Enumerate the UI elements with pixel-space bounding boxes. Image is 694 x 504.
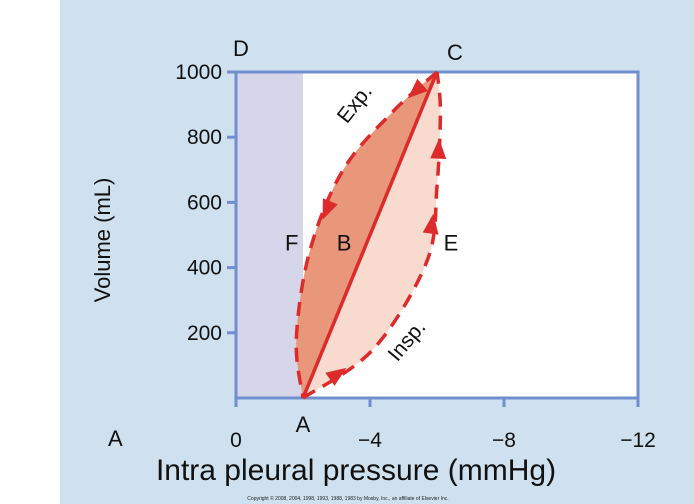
- y-tick-label-4: 1000: [175, 61, 222, 84]
- copyright-text: Copyright © 2008, 2004, 1998, 1993, 1988…: [247, 495, 448, 502]
- point-label-b: B: [337, 231, 352, 256]
- y-tick-label-3: 800: [187, 126, 222, 149]
- exp-curve: [294, 70, 439, 399]
- x-tick-label-1: −4: [358, 429, 382, 452]
- insp-curve: [302, 71, 443, 400]
- corner-label-a: A: [108, 426, 123, 451]
- y-tick-label-0: 200: [187, 322, 222, 345]
- exp-arrow-1: [407, 78, 429, 99]
- insp-arrow-1: [325, 367, 347, 386]
- exp-arrow-2: [322, 198, 338, 220]
- x-tick-label-3: −12: [620, 429, 656, 452]
- y-tick-label-2: 600: [187, 191, 222, 214]
- ylabel: Volume (mL): [90, 178, 115, 303]
- y-axis: 200 400 600 800 1000: [175, 61, 236, 345]
- x-tick-label-2: −8: [492, 429, 516, 452]
- insp-arrow-3: [430, 138, 447, 159]
- x-axis: 0 −4 −8 −12: [230, 398, 656, 452]
- insp-arrow-2: [422, 213, 439, 235]
- xlabel: Intra pleural pressure (mmHg): [156, 454, 556, 487]
- point-label-c: C: [447, 40, 463, 65]
- point-labels: A B C E F: [285, 40, 463, 437]
- curve-arrows: [322, 78, 447, 386]
- point-label-e: E: [444, 231, 459, 256]
- corner-label-d: D: [233, 36, 249, 61]
- point-label-f: F: [285, 231, 298, 256]
- x-tick-label-0: 0: [230, 429, 242, 452]
- y-tick-label-1: 400: [187, 257, 222, 280]
- compliance-line: [301, 71, 439, 399]
- point-label-a: A: [296, 412, 311, 437]
- plot-panel-shaded: [236, 72, 303, 398]
